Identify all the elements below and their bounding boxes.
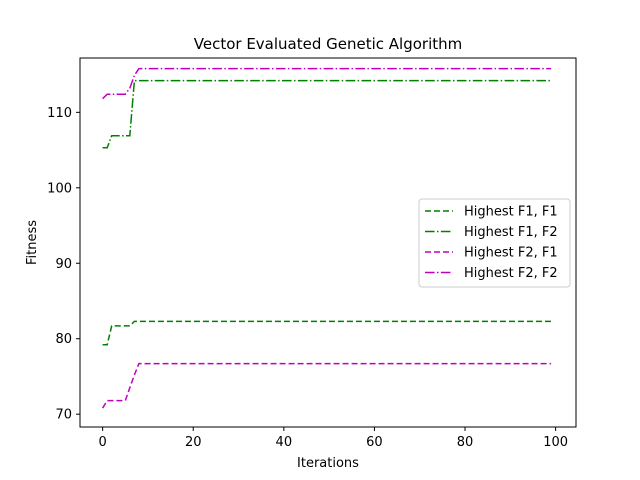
series-layer	[101, 67, 552, 409]
series-line-3	[101, 362, 552, 409]
plot-area	[79, 57, 577, 428]
y-tick-label: 90	[55, 257, 72, 272]
y-axis: 70 80 90 100 110	[47, 106, 80, 423]
plot-frame	[79, 57, 577, 428]
x-tick-label: 20	[185, 435, 202, 450]
series-line-2	[102, 79, 552, 149]
y-tick-label: 110	[47, 106, 72, 121]
x-axis-label: Iterations	[297, 456, 359, 471]
x-axis: 0 20 40 60 80 100	[99, 427, 568, 450]
legend-label-1: Highest F1, F1	[464, 205, 558, 220]
legend-label-2: Highest F1, F2	[464, 225, 558, 240]
chart-title: Vector Evaluated Genetic Algorithm	[194, 35, 463, 53]
series-line-1	[102, 320, 552, 346]
x-tick-label: 60	[366, 435, 383, 450]
y-tick-label: 100	[47, 181, 72, 196]
legend: Highest F1, F1 Highest F1, F2 Highest F2, …	[418, 198, 571, 288]
series-line-4	[102, 67, 552, 100]
x-tick-label: 80	[457, 435, 474, 450]
y-tick-label: 80	[55, 332, 72, 347]
legend-box	[418, 198, 571, 288]
x-tick-label: 40	[276, 435, 293, 450]
x-tick-label: 100	[543, 435, 568, 450]
y-axis-label: Fitness	[25, 220, 40, 265]
legend-label-4: Highest F2, F2	[464, 266, 558, 281]
legend-label-3: Highest F2, F1	[464, 246, 558, 261]
x-tick-label: 0	[99, 435, 107, 450]
y-tick-label: 70	[55, 408, 72, 423]
